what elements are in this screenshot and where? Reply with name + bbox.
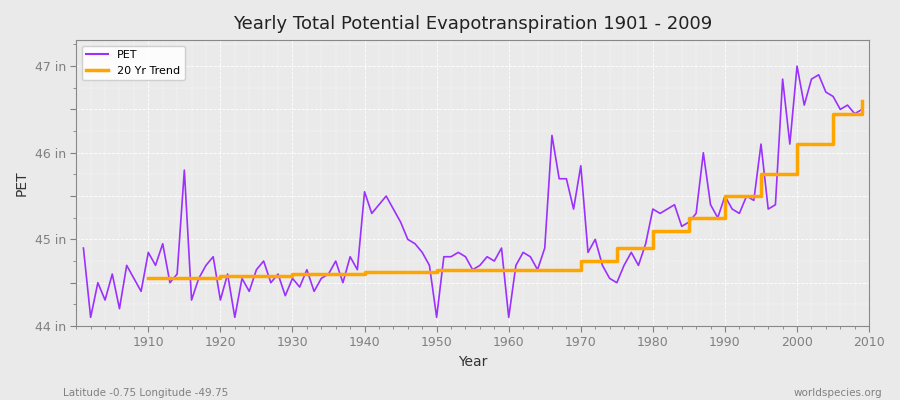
Text: worldspecies.org: worldspecies.org	[794, 388, 882, 398]
Text: Latitude -0.75 Longitude -49.75: Latitude -0.75 Longitude -49.75	[63, 388, 229, 398]
X-axis label: Year: Year	[458, 355, 488, 369]
Y-axis label: PET: PET	[15, 170, 29, 196]
Legend: PET, 20 Yr Trend: PET, 20 Yr Trend	[82, 46, 184, 80]
Title: Yearly Total Potential Evapotranspiration 1901 - 2009: Yearly Total Potential Evapotranspiratio…	[233, 15, 712, 33]
